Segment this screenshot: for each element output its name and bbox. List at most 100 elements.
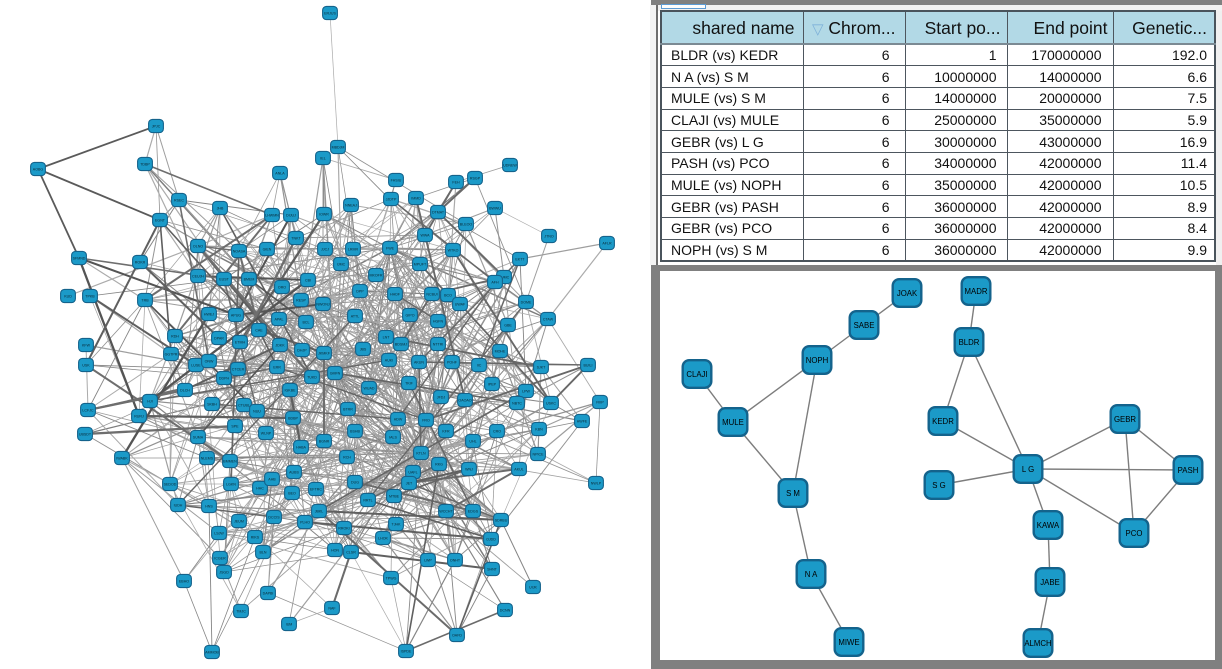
svg-text:APUG: APUG xyxy=(231,314,241,318)
svg-text:IEL: IEL xyxy=(320,157,325,161)
svg-text:CRO: CRO xyxy=(493,430,501,434)
svg-text:BDBP: BDBP xyxy=(288,417,298,421)
svg-text:DIJUJ: DIJUJ xyxy=(286,214,296,218)
svg-text:MPUFT: MPUFT xyxy=(414,263,427,267)
svg-text:SJKT: SJKT xyxy=(537,366,547,370)
svg-text:WUAD: WUAD xyxy=(364,387,375,391)
svg-text:IMMD: IMMD xyxy=(411,197,421,201)
svg-text:SEDOD: SEDOD xyxy=(164,483,177,487)
svg-text:KBN: KBN xyxy=(535,428,543,432)
svg-text:ISPDE: ISPDE xyxy=(401,650,412,654)
svg-text:OLNO: OLNO xyxy=(193,245,203,249)
svg-text:UDNEW: UDNEW xyxy=(503,164,517,168)
svg-text:FHSIU: FHSIU xyxy=(391,179,402,183)
svg-text:OAFD: OAFD xyxy=(452,634,462,638)
svg-text:USK: USK xyxy=(82,364,90,368)
svg-text:PCO: PCO xyxy=(1126,529,1143,538)
svg-text:KUD: KUD xyxy=(64,295,72,299)
svg-text:SDRBU: SDRBU xyxy=(495,519,508,523)
svg-text:DLCH: DLCH xyxy=(180,389,190,393)
svg-text:ORO: ORO xyxy=(278,286,286,290)
svg-text:JJDTP: JJDTP xyxy=(386,198,397,202)
svg-text:BLDR: BLDR xyxy=(959,338,980,347)
svg-text:IUM: IUM xyxy=(286,623,293,627)
svg-text:N A: N A xyxy=(805,570,818,579)
svg-text:WLNP: WLNP xyxy=(261,432,272,436)
svg-text:IJMC: IJMC xyxy=(337,263,346,267)
svg-text:UBSDT: UBSDT xyxy=(79,433,92,437)
svg-text:DCNN: DCNN xyxy=(500,609,511,613)
svg-text:DAPBI: DAPBI xyxy=(263,592,274,596)
svg-text:SFMND: SFMND xyxy=(73,257,86,261)
svg-text:LGKN: LGKN xyxy=(226,483,236,487)
svg-text:AKUN: AKUN xyxy=(414,361,424,365)
svg-text:HABA: HABA xyxy=(296,446,306,450)
svg-text:TDBP: TDBP xyxy=(140,163,150,167)
svg-text:S G: S G xyxy=(932,481,945,490)
svg-text:BSHB: BSHB xyxy=(350,430,360,434)
svg-text:RKG: RKG xyxy=(435,463,443,467)
svg-text:JBKL: JBKL xyxy=(315,510,324,514)
svg-text:HDW: HDW xyxy=(394,418,403,422)
svg-text:RSGP: RSGP xyxy=(470,177,481,181)
svg-text:CTAW: CTAW xyxy=(543,318,554,322)
svg-text:BLN: BLN xyxy=(260,551,267,555)
svg-text:OJDD: OJDD xyxy=(486,538,496,542)
svg-text:JTNO: JTNO xyxy=(544,235,554,239)
svg-text:L G: L G xyxy=(1022,465,1034,474)
svg-text:BLEOO: BLEOO xyxy=(460,223,473,227)
svg-text:TMJC: TMJC xyxy=(236,610,246,614)
svg-text:MULE: MULE xyxy=(722,418,744,427)
svg-text:WCCHT: WCCHT xyxy=(439,510,453,514)
svg-text:JBS: JBS xyxy=(360,348,367,352)
svg-text:CTCER: CTCER xyxy=(232,368,245,372)
svg-text:AHB: AHB xyxy=(268,478,276,482)
svg-text:AUKI: AUKI xyxy=(385,359,393,363)
svg-text:NWONJ: NWONJ xyxy=(316,303,329,307)
svg-text:LUSE: LUSE xyxy=(191,364,201,368)
svg-text:NPICE: NPICE xyxy=(533,453,545,457)
svg-text:JET: JET xyxy=(406,482,413,486)
svg-text:ICGER: ICGER xyxy=(214,557,226,561)
svg-text:JSGD: JSGD xyxy=(219,571,229,575)
svg-text:LHWMN: LHWMN xyxy=(265,214,279,218)
svg-text:HWEJ: HWEJ xyxy=(204,313,214,317)
svg-text:MOHE: MOHE xyxy=(495,350,506,354)
svg-text:EKTT: EKTT xyxy=(515,258,525,262)
svg-text:GIPO: GIPO xyxy=(406,314,415,318)
svg-text:NAF: NAF xyxy=(328,607,336,611)
svg-text:FWE: FWE xyxy=(386,247,395,251)
svg-text:DPAR: DPAR xyxy=(214,337,224,341)
svg-text:RDH: RDH xyxy=(171,335,179,339)
svg-text:NWLP: NWLP xyxy=(591,482,602,486)
svg-text:ERR: ERR xyxy=(273,366,281,370)
svg-text:KAWA: KAWA xyxy=(1037,521,1060,530)
svg-text:HHDF: HHDF xyxy=(390,293,401,297)
svg-text:AMMOB: AMMOB xyxy=(205,651,219,655)
svg-text:WTKO: WTKO xyxy=(448,249,459,253)
svg-text:DTMAT: DTMAT xyxy=(432,211,445,215)
svg-text:HGFN: HGFN xyxy=(433,320,444,324)
svg-text:BUILI: BUILI xyxy=(584,364,593,368)
svg-text:JFDJ: JFDJ xyxy=(437,396,446,400)
svg-text:S M: S M xyxy=(786,489,800,498)
svg-text:ONHT: ONHT xyxy=(450,559,461,563)
svg-text:SUMA: SUMA xyxy=(193,436,204,440)
svg-text:NOASA: NOASA xyxy=(233,250,246,254)
svg-text:ANLA: ANLA xyxy=(275,172,285,176)
svg-text:MIWE: MIWE xyxy=(838,638,859,647)
svg-text:IOWR: IOWR xyxy=(319,213,329,217)
svg-text:BEO: BEO xyxy=(288,492,296,496)
svg-text:EBHO: EBHO xyxy=(179,580,189,584)
svg-text:UIJK: UIJK xyxy=(529,586,537,590)
svg-text:EGNT: EGNT xyxy=(155,219,166,223)
svg-text:RURJ: RURJ xyxy=(134,415,144,419)
svg-text:SKBH: SKBH xyxy=(207,403,217,407)
svg-text:HNS: HNS xyxy=(205,505,213,509)
svg-text:IIC: IIC xyxy=(477,364,482,368)
svg-text:TNKT: TNKT xyxy=(291,237,301,241)
svg-text:RIKS: RIKS xyxy=(251,536,260,540)
svg-text:CBI: CBI xyxy=(305,279,311,283)
svg-text:GIEN: GIEN xyxy=(263,248,272,252)
svg-text:UHL: UHL xyxy=(469,440,476,444)
